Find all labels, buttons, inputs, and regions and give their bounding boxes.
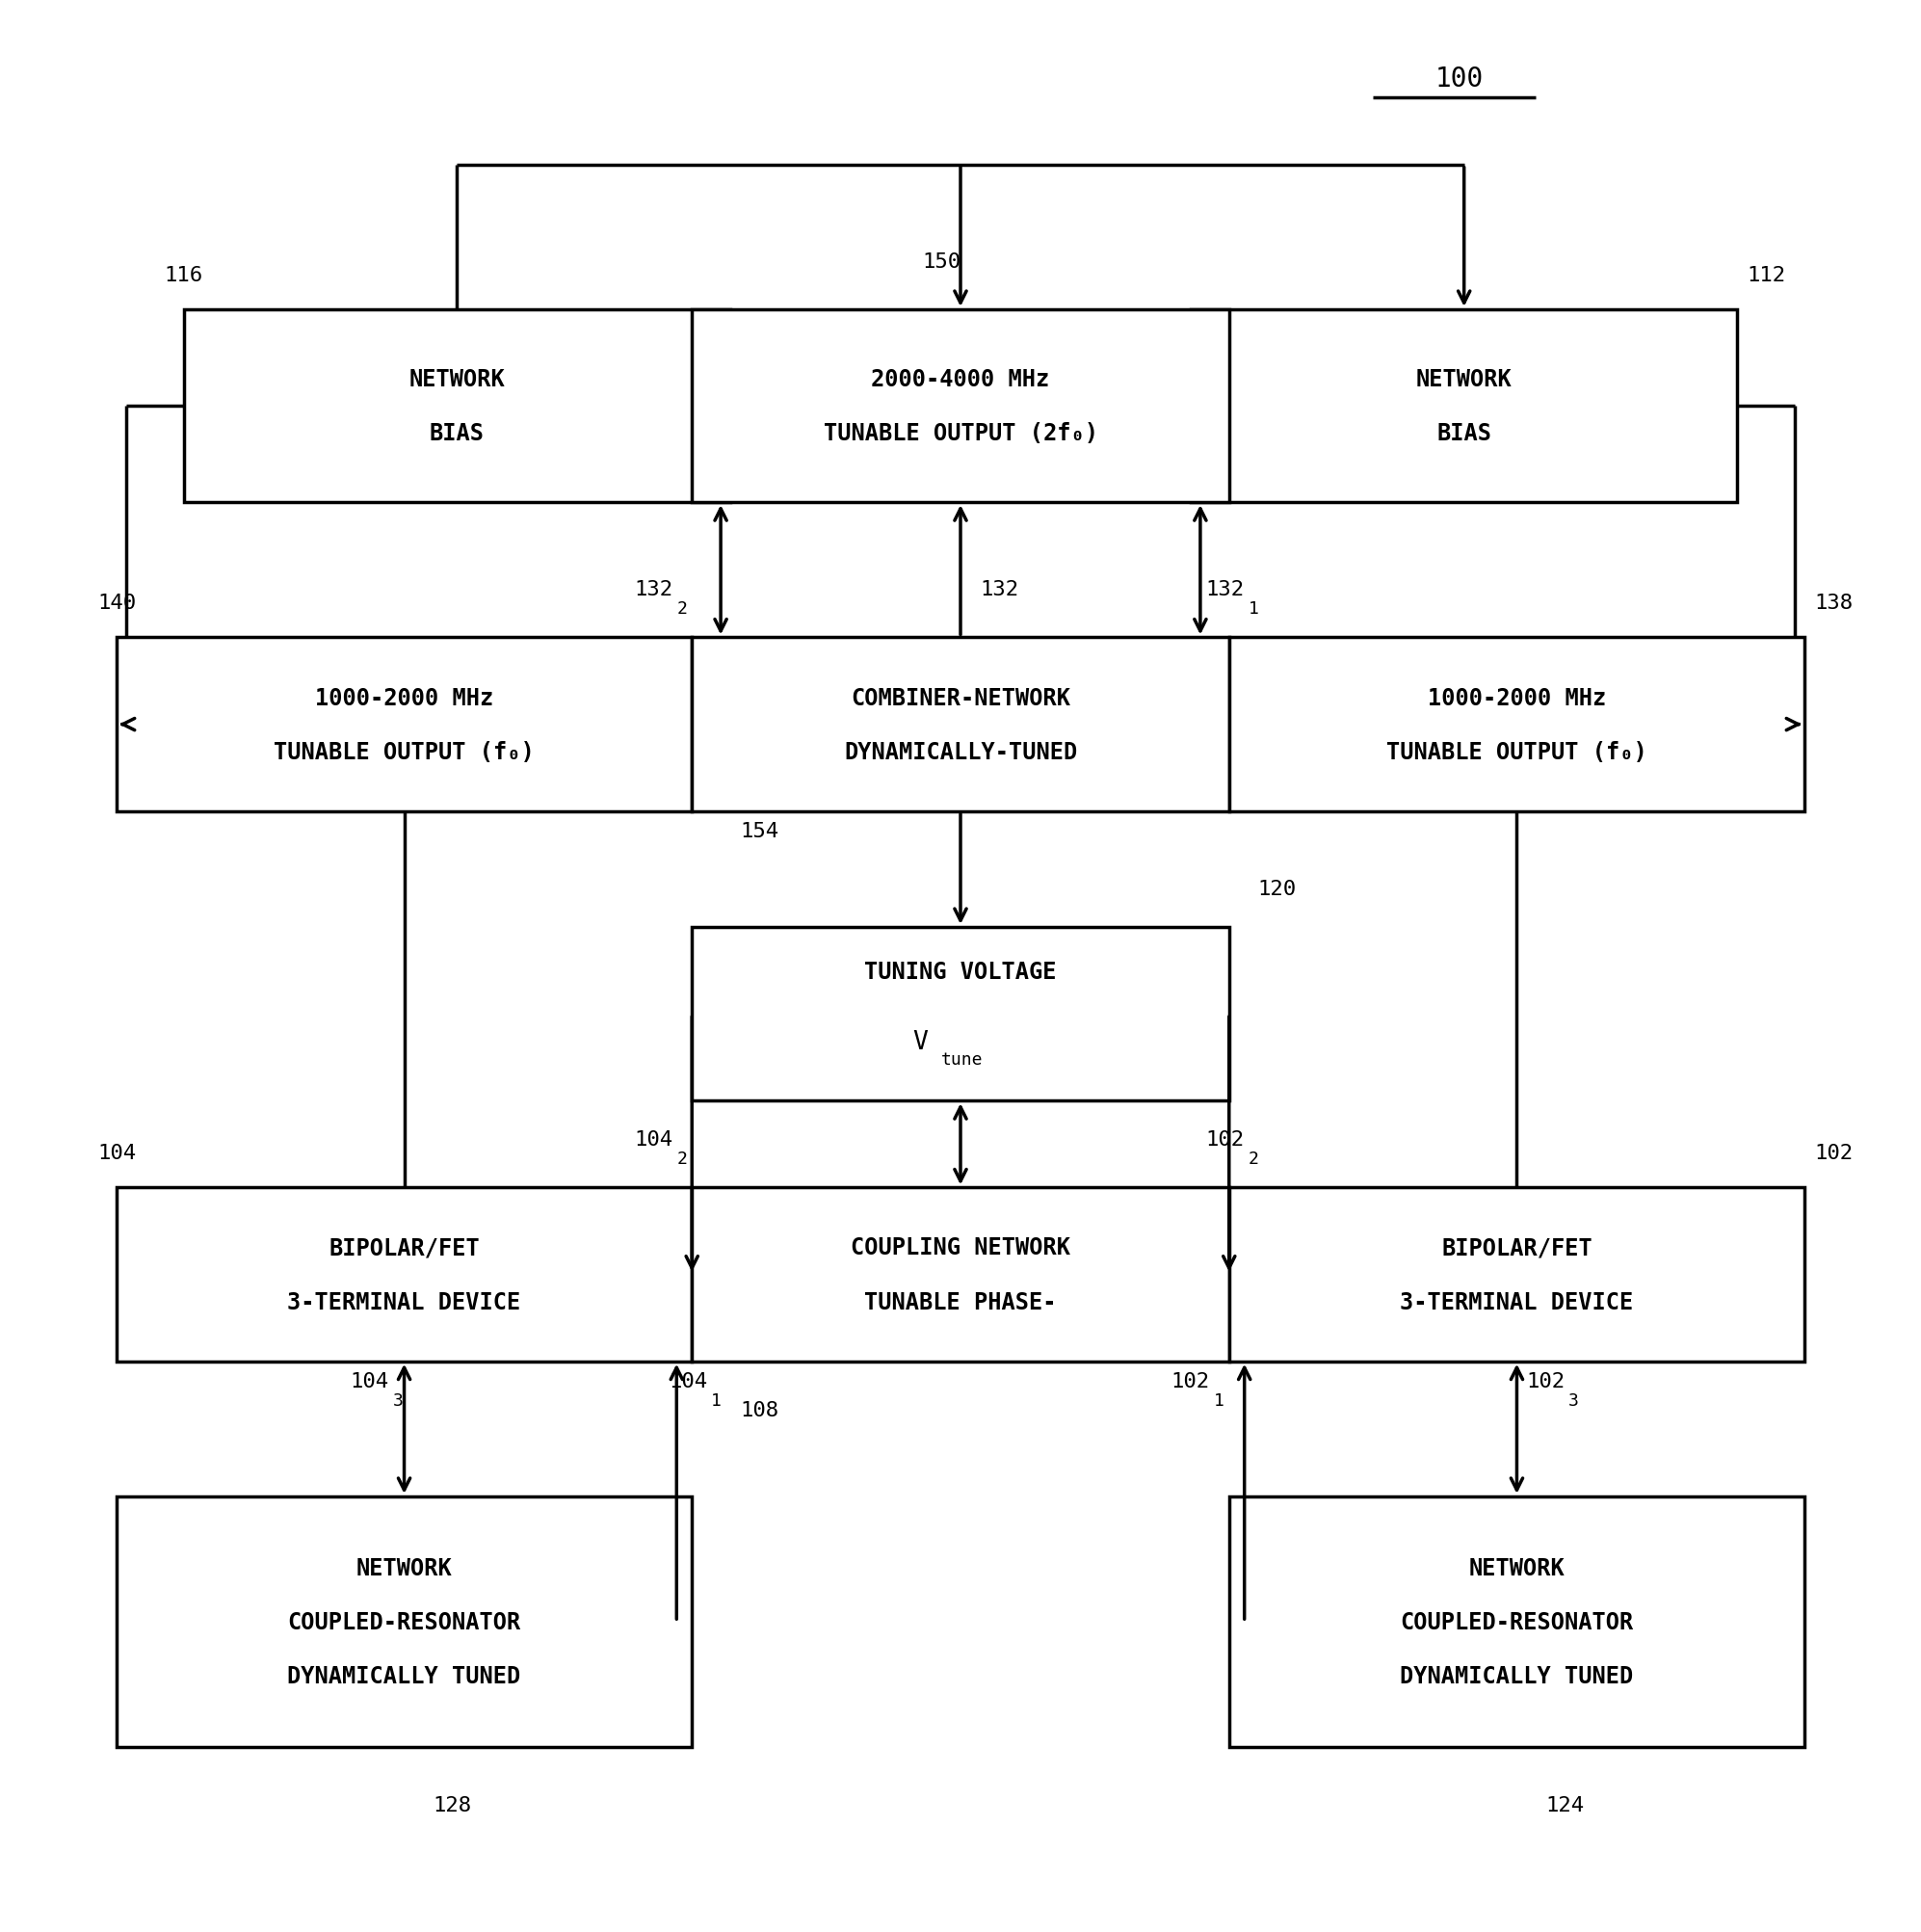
Text: 2: 2	[676, 601, 688, 618]
Text: TUNABLE OUTPUT (f₀): TUNABLE OUTPUT (f₀)	[1387, 740, 1646, 763]
Text: 102: 102	[1172, 1372, 1210, 1391]
Text: 2000-4000 MHz: 2000-4000 MHz	[872, 367, 1049, 390]
Bar	[117, 1188, 692, 1362]
Text: 102: 102	[1206, 1130, 1245, 1150]
Text: BIPOLAR/FET: BIPOLAR/FET	[1441, 1236, 1593, 1260]
Text: 1000-2000 MHz: 1000-2000 MHz	[315, 686, 494, 709]
Text: 100: 100	[1435, 66, 1483, 93]
Text: NETWORK: NETWORK	[1416, 367, 1512, 390]
Text: 116: 116	[165, 267, 204, 284]
Text: 104: 104	[634, 1130, 672, 1150]
Text: 1: 1	[1214, 1391, 1224, 1408]
Bar	[692, 927, 1229, 1101]
Text: tune: tune	[941, 1051, 984, 1068]
Text: DYNAMICALLY TUNED: DYNAMICALLY TUNED	[288, 1665, 521, 1687]
Bar	[692, 1188, 1229, 1362]
Text: 3: 3	[1569, 1391, 1579, 1408]
Bar	[692, 309, 1229, 502]
Text: 3-TERMINAL DEVICE: 3-TERMINAL DEVICE	[1400, 1291, 1633, 1314]
Text: 132: 132	[634, 580, 672, 599]
Text: 112: 112	[1746, 267, 1787, 284]
Text: NETWORK: NETWORK	[409, 367, 505, 390]
Text: 132: 132	[980, 580, 1018, 599]
Text: BIPOLAR/FET: BIPOLAR/FET	[328, 1236, 480, 1260]
Text: 104: 104	[350, 1372, 388, 1391]
Text: BIAS: BIAS	[1437, 421, 1491, 444]
Bar	[1191, 309, 1737, 502]
Text: COMBINER-NETWORK: COMBINER-NETWORK	[851, 686, 1070, 709]
Text: TUNING VOLTAGE: TUNING VOLTAGE	[864, 960, 1057, 983]
Text: NETWORK: NETWORK	[355, 1557, 451, 1580]
Text: COUPLED-RESONATOR: COUPLED-RESONATOR	[288, 1611, 521, 1634]
Text: TUNABLE OUTPUT (f₀): TUNABLE OUTPUT (f₀)	[275, 740, 534, 763]
Text: 124: 124	[1546, 1795, 1585, 1814]
Text: BIAS: BIAS	[430, 421, 484, 444]
Text: 104: 104	[669, 1372, 707, 1391]
Text: 140: 140	[98, 593, 136, 612]
Bar	[117, 1497, 692, 1747]
Text: 102: 102	[1813, 1144, 1854, 1163]
Bar	[1229, 1188, 1804, 1362]
Text: 104: 104	[98, 1144, 136, 1163]
Text: 102: 102	[1525, 1372, 1566, 1391]
Text: 132: 132	[1206, 580, 1245, 599]
Bar	[117, 638, 692, 811]
Text: 1: 1	[711, 1391, 722, 1408]
Bar	[184, 309, 730, 502]
Text: 138: 138	[1813, 593, 1854, 612]
Text: 120: 120	[1258, 879, 1297, 898]
Bar	[692, 638, 1229, 811]
Text: NETWORK: NETWORK	[1470, 1557, 1566, 1580]
Text: 3-TERMINAL DEVICE: 3-TERMINAL DEVICE	[288, 1291, 521, 1314]
Text: 1000-2000 MHz: 1000-2000 MHz	[1427, 686, 1606, 709]
Bar	[1229, 1497, 1804, 1747]
Text: 2: 2	[676, 1150, 688, 1167]
Text: COUPLED-RESONATOR: COUPLED-RESONATOR	[1400, 1611, 1633, 1634]
Text: 1: 1	[1249, 601, 1258, 618]
Text: COUPLING NETWORK: COUPLING NETWORK	[851, 1236, 1070, 1260]
Text: 2: 2	[1249, 1150, 1258, 1167]
Text: TUNABLE OUTPUT (2f₀): TUNABLE OUTPUT (2f₀)	[824, 421, 1097, 444]
Text: 3: 3	[392, 1391, 403, 1408]
Bar	[1229, 638, 1804, 811]
Text: 108: 108	[740, 1401, 778, 1420]
Text: DYNAMICALLY-TUNED: DYNAMICALLY-TUNED	[843, 740, 1078, 763]
Text: 150: 150	[922, 253, 960, 270]
Text: V: V	[912, 1030, 928, 1055]
Text: DYNAMICALLY TUNED: DYNAMICALLY TUNED	[1400, 1665, 1633, 1687]
Text: 154: 154	[740, 821, 778, 840]
Text: TUNABLE PHASE-: TUNABLE PHASE-	[864, 1291, 1057, 1314]
Text: 128: 128	[432, 1795, 473, 1814]
